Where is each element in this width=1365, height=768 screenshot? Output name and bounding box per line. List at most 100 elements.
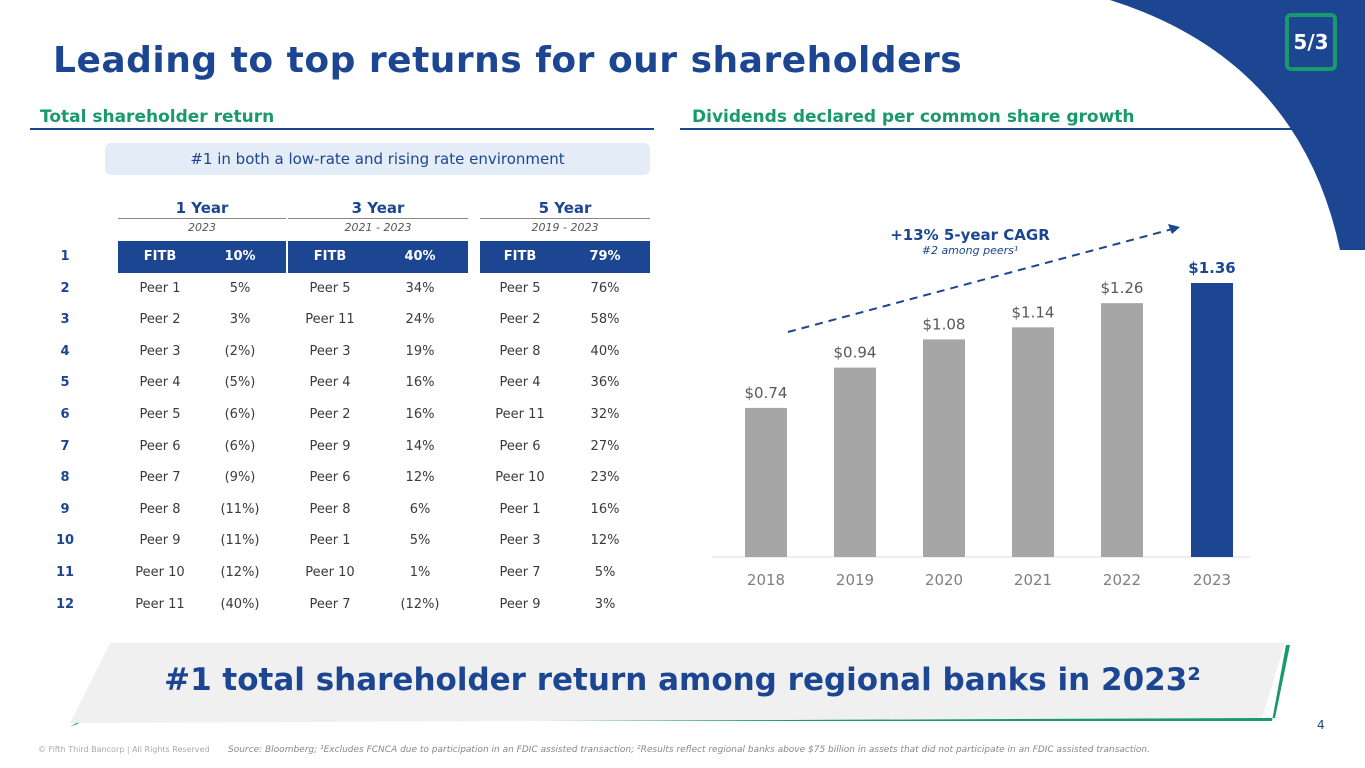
x-tick-label: 2021 — [1014, 571, 1052, 589]
table-cell: Peer 4 — [139, 375, 181, 391]
table-cell: 6% — [409, 501, 431, 517]
divider — [30, 128, 654, 130]
fitb-highlight — [288, 241, 468, 273]
table-cell: 79% — [589, 249, 621, 264]
table-cell: 1% — [409, 565, 431, 580]
data-label: $1.08 — [923, 315, 966, 333]
table-cell: 27% — [590, 438, 620, 454]
table-cell: Peer 6 — [309, 470, 351, 486]
table-cell: Peer 11 — [135, 596, 185, 612]
rank-cell: 2 — [60, 280, 70, 296]
logo: 5/3 — [1285, 13, 1337, 71]
dividend-chart: +13% 5-year CAGR#2 among peers¹ $0.74 2018… — [712, 224, 1250, 589]
period-range: 2019 - 2023 — [531, 221, 599, 234]
table-cell: Peer 11 — [305, 312, 355, 328]
table-cell: 16% — [590, 501, 620, 517]
table-cell: 5% — [594, 565, 616, 580]
fitb-highlight — [118, 241, 286, 273]
table-cell: Peer 8 — [499, 343, 541, 359]
table-cell: FITB — [313, 249, 347, 264]
table-cell: (11%) — [220, 501, 260, 517]
table-cell: (11%) — [220, 533, 260, 549]
table-cell: 23% — [590, 470, 620, 486]
cagr-annotation: +13% 5-year CAGR — [890, 226, 1050, 244]
data-label: $0.74 — [745, 384, 788, 402]
table-cell: 19% — [405, 343, 435, 359]
page-number: 4 — [1317, 718, 1325, 732]
table-cell: FITB — [503, 249, 537, 264]
rank-cell: 1 — [60, 249, 70, 264]
tsr-banner: #1 in both a low-rate and rising rate en… — [105, 143, 650, 175]
table-cell: Peer 10 — [495, 470, 545, 486]
trend-arrow — [787, 226, 1181, 333]
bottom-banner: #1 total shareholder return among region… — [164, 662, 1201, 698]
period-header: 3 Year — [351, 199, 405, 217]
table-cell: (2%) — [224, 343, 256, 359]
table-cell: Peer 4 — [499, 375, 541, 391]
table-cell: 40% — [404, 249, 436, 264]
table-cell: 40% — [590, 343, 620, 359]
bar — [1012, 327, 1054, 557]
table-cell: (12%) — [220, 565, 260, 580]
divider — [288, 218, 468, 219]
period-header: 5 Year — [538, 199, 592, 217]
data-label: $1.26 — [1101, 279, 1144, 297]
table-cell: (9%) — [224, 470, 256, 486]
table-cell: Peer 2 — [139, 312, 181, 328]
table-cell: Peer 3 — [139, 343, 181, 359]
table-cell: 5% — [229, 280, 251, 296]
data-label: $1.36 — [1188, 259, 1235, 277]
divider — [680, 128, 1302, 130]
table-cell: 34% — [405, 280, 435, 296]
table-cell: 32% — [590, 407, 620, 422]
table-cell: Peer 1 — [139, 280, 181, 296]
arrow-head — [1168, 224, 1180, 234]
bar — [923, 339, 965, 557]
table-cell: (40%) — [220, 596, 260, 612]
bar — [1101, 303, 1143, 557]
table-cell: 16% — [405, 407, 435, 422]
table-cell: Peer 8 — [309, 501, 351, 517]
table-cell: Peer 9 — [499, 596, 541, 612]
bar — [1191, 283, 1233, 557]
table-cell: 24% — [405, 312, 435, 328]
table-cell: 14% — [405, 438, 435, 454]
table-cell: Peer 6 — [139, 438, 181, 454]
table-cell: Peer 4 — [309, 375, 351, 391]
rank-cell: 9 — [60, 501, 70, 517]
table-cell: 10% — [224, 249, 256, 264]
rank-cell: 4 — [60, 343, 70, 359]
table-cell: Peer 3 — [499, 533, 541, 549]
period-header: 1 Year — [175, 199, 229, 217]
left-section-heading: Total shareholder return — [40, 107, 275, 127]
rank-cell: 10 — [55, 533, 75, 549]
table-cell: 16% — [405, 375, 435, 391]
source-footnote: Source: Bloomberg; ¹Excludes FCNCA due t… — [228, 745, 1150, 755]
bar — [745, 407, 787, 557]
table-cell: 12% — [590, 533, 620, 549]
table-cell: Peer 6 — [499, 438, 541, 454]
table-cell: Peer 7 — [499, 565, 541, 580]
table-cell: FITB — [143, 249, 177, 264]
table-cell: 3% — [229, 312, 251, 328]
x-tick-label: 2019 — [836, 571, 874, 589]
table-cell: 76% — [590, 280, 620, 296]
table-cell: (12%) — [400, 596, 440, 612]
x-tick-label: 2023 — [1193, 571, 1231, 589]
rank-cell: 3 — [60, 312, 70, 328]
cagr-subnote: #2 among peers¹ — [922, 244, 1019, 257]
table-cell: Peer 9 — [139, 533, 181, 549]
table-cell: Peer 10 — [305, 565, 355, 580]
table-cell: 58% — [590, 312, 620, 328]
right-section-heading: Dividends declared per common share grow… — [692, 107, 1135, 127]
x-tick-label: 2020 — [925, 571, 963, 589]
table-cell: Peer 9 — [309, 438, 351, 454]
table-cell: 12% — [405, 470, 435, 486]
table-cell: Peer 1 — [309, 533, 351, 549]
table-cell: Peer 7 — [139, 470, 181, 486]
period-range: 2021 - 2023 — [344, 221, 412, 234]
rank-cell: 6 — [60, 407, 70, 422]
table-cell: Peer 11 — [495, 407, 545, 422]
divider — [118, 218, 286, 219]
bar — [834, 367, 876, 557]
